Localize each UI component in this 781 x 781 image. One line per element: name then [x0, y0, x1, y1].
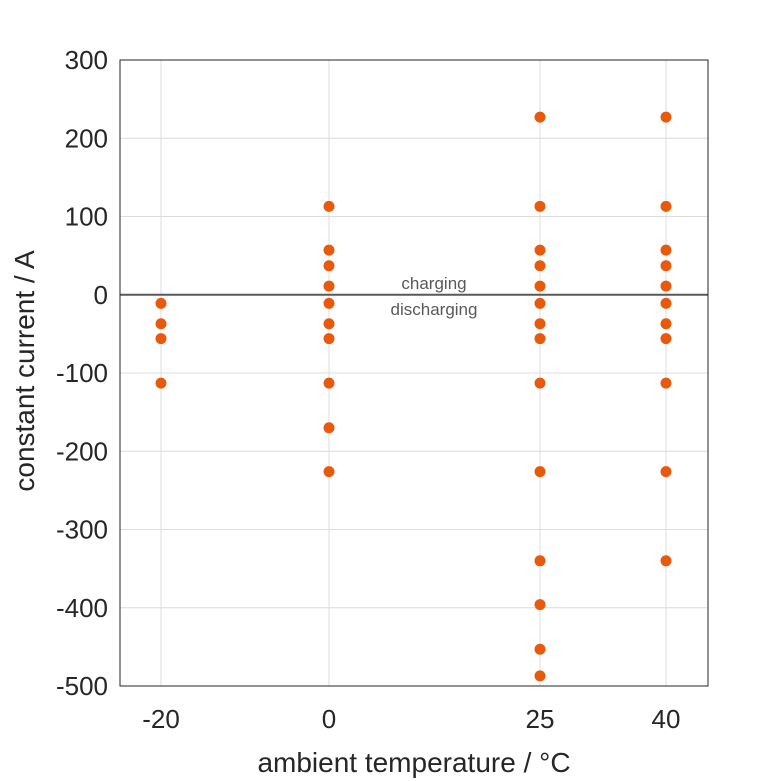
- data-point: [660, 280, 672, 292]
- data-point: [534, 260, 546, 272]
- data-point: [323, 377, 335, 389]
- y-tick-label: 300: [65, 45, 108, 75]
- data-point: [323, 244, 335, 256]
- data-point: [323, 333, 335, 345]
- data-point: [660, 466, 672, 478]
- data-point: [155, 377, 167, 389]
- y-tick-label: 0: [94, 280, 108, 310]
- x-tick-label: 25: [526, 704, 555, 734]
- data-point: [660, 333, 672, 345]
- data-point: [534, 318, 546, 330]
- y-tick-label: -100: [56, 358, 108, 388]
- y-axis-title: constant current / A: [9, 250, 40, 492]
- y-tick-label: -500: [56, 671, 108, 701]
- data-point: [155, 333, 167, 345]
- data-point: [534, 111, 546, 123]
- data-point: [155, 297, 167, 309]
- data-point: [323, 422, 335, 434]
- data-point: [534, 555, 546, 567]
- data-point: [323, 297, 335, 309]
- x-tick-label: -20: [142, 704, 180, 734]
- data-point: [534, 670, 546, 682]
- data-point: [155, 318, 167, 330]
- grid: [120, 59, 708, 687]
- data-point: [660, 377, 672, 389]
- y-tick-label: -200: [56, 436, 108, 466]
- data-point: [660, 318, 672, 330]
- data-point: [534, 333, 546, 345]
- data-point: [534, 200, 546, 212]
- data-point: [660, 297, 672, 309]
- data-point: [534, 244, 546, 256]
- y-tick-label: -400: [56, 593, 108, 623]
- x-axis-title: ambient temperature / °C: [257, 747, 570, 778]
- data-point: [660, 111, 672, 123]
- y-tick-label: -300: [56, 515, 108, 545]
- data-point: [534, 280, 546, 292]
- y-tick-label: 100: [65, 202, 108, 232]
- data-point: [534, 377, 546, 389]
- x-tick-label: 0: [322, 704, 336, 734]
- data-points: [155, 111, 672, 682]
- x-tick-label: 40: [652, 704, 681, 734]
- charging-annotation: charging: [401, 274, 466, 293]
- data-point: [323, 318, 335, 330]
- data-point: [660, 244, 672, 256]
- y-tick-label: 200: [65, 123, 108, 153]
- plot-frame: [119, 59, 709, 687]
- data-point: [534, 643, 546, 655]
- data-point: [323, 280, 335, 292]
- discharging-annotation: discharging: [391, 300, 478, 319]
- data-point: [534, 297, 546, 309]
- data-point: [323, 466, 335, 478]
- data-point: [323, 200, 335, 212]
- data-point: [534, 466, 546, 478]
- data-point: [660, 260, 672, 272]
- data-point: [660, 555, 672, 567]
- data-point: [534, 599, 546, 611]
- data-point: [660, 200, 672, 212]
- x-tick-labels: -20 0 25 40: [142, 704, 680, 734]
- y-tick-labels: 300 200 100 0 -100 -200 -300 -400 -500: [56, 45, 108, 701]
- data-point: [323, 260, 335, 272]
